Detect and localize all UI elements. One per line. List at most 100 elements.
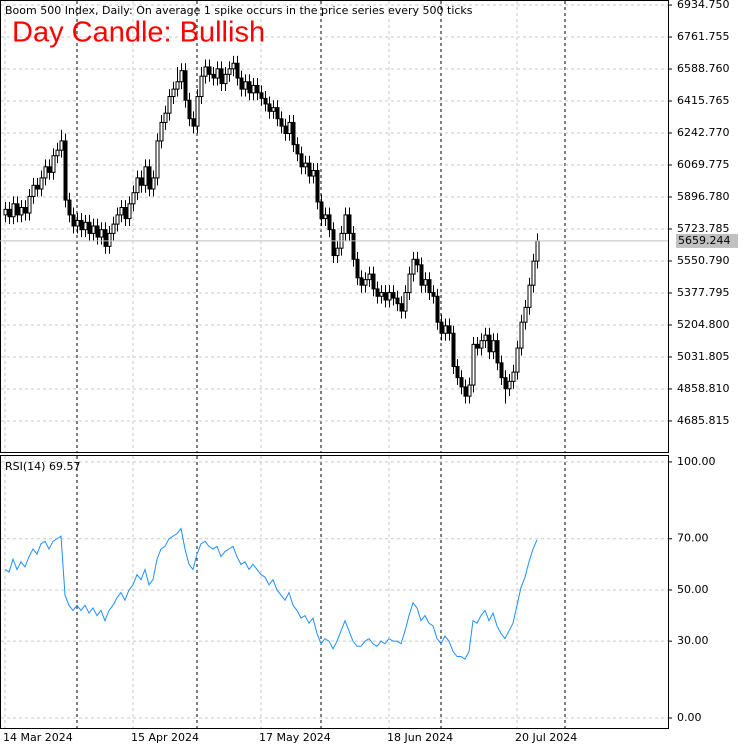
candle-body [471,343,476,386]
candle-body [147,166,152,190]
candle-body [67,199,72,216]
candle-body [195,96,200,127]
candle-body [59,140,64,151]
y-tick-label: 6242.770 [677,126,730,139]
candle-body [451,332,456,368]
candle-body [3,208,8,216]
candle-body [383,292,388,301]
candle-body [103,229,108,247]
candle-body [259,92,264,99]
candle-body [79,219,84,231]
candle-body [91,225,96,234]
candle-body [99,229,104,238]
marks [0,1,668,728]
candle-body [327,214,332,231]
candle-body [427,279,432,294]
current-price-box [676,233,738,248]
candle-body [479,340,484,349]
candle-body [299,153,304,168]
y-tick-label: 6415.765 [677,94,730,107]
rsi-line [4,527,538,660]
candle-body [167,96,172,114]
candle-body [275,107,280,120]
candle-body [399,303,404,312]
candle-body [523,306,528,323]
candle-body [435,295,440,323]
annotation: Day Candle: Bullish [12,17,265,49]
candle-body [251,84,256,94]
candle-body [527,284,532,308]
y-tick-label: 30.00 [677,634,709,647]
candle-body [359,277,364,286]
candle-body [495,340,500,364]
candle-body [75,219,80,227]
candle-body [71,214,76,227]
candle-body [319,201,324,220]
x-tick-label: 14 Mar 2024 [3,731,73,744]
x-tick-label: 18 Jun 2024 [387,731,453,744]
candle-body [199,75,204,98]
candle-body [423,279,428,286]
candle-body [27,195,32,214]
candle-body [263,97,268,105]
y-tick-label: 6934.750 [677,0,730,11]
current-price-label: 5659.244 [678,234,731,247]
candle-body [387,292,392,301]
y-tick-label: 4685.815 [677,414,730,427]
candle-body [11,203,16,218]
candle-body [315,170,320,203]
candle-body [515,347,520,373]
candle-body [163,112,168,123]
y-tick-label: 5896.780 [677,190,730,203]
candle-body [239,77,244,90]
candle-body [343,214,348,234]
candle-body [7,208,12,218]
candle-body [175,81,180,90]
candle-body [463,386,468,397]
candle-body [439,321,444,334]
y-tick-label: 0.00 [677,711,702,724]
candle-body [43,166,48,179]
candle-body [287,121,292,135]
candle-body [151,177,156,190]
candle-body [231,62,236,70]
x-tick-label: 17 May 2024 [259,731,331,744]
candle-body [335,247,340,257]
y-tick-label: 5550.790 [677,254,730,267]
candle-body [403,292,408,312]
candle-body [131,192,136,205]
candle-body [467,384,472,397]
candle-body [39,177,44,190]
candle-body [107,232,112,247]
candle-body [243,81,248,90]
candle-body [419,264,424,286]
candle-body [507,380,512,390]
y-tick-label: 6069.775 [677,158,730,171]
candle-body [411,258,416,275]
candle-body [143,166,148,186]
candle-body [371,273,376,290]
candle-body [191,118,196,127]
candle-body [267,103,272,112]
candle-body [447,325,452,334]
candle-body [135,177,140,194]
chart-title: Boom 500 Index, Daily: On average 1 spik… [5,4,473,17]
candle-body [475,343,480,349]
candle-body [15,203,20,216]
candle-body [483,334,488,342]
candle-body [351,232,356,260]
candle-body [47,166,52,173]
candle-body [247,81,252,94]
x-tick-label: 20 Jul 2024 [515,731,577,744]
candle-body [503,377,508,390]
candle-body [31,184,36,197]
candle-body [535,240,540,262]
candle-body [235,62,240,79]
candle-body [171,88,176,98]
candle-body [307,162,312,177]
price-pane [0,0,669,453]
candle-body [83,221,88,231]
candle-body [291,121,296,146]
candle-body [363,279,368,286]
